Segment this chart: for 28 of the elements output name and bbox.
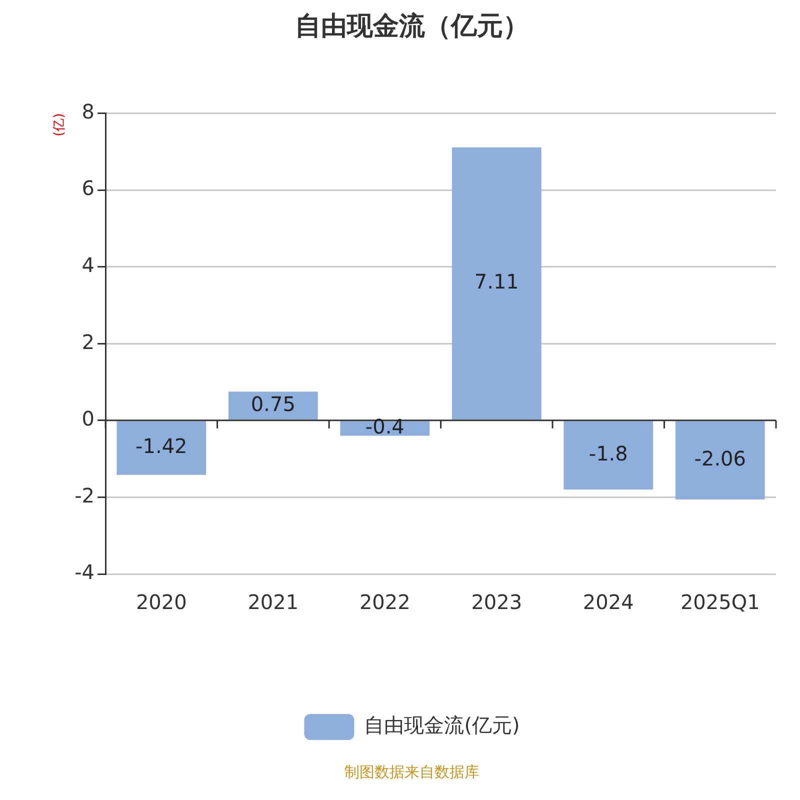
x-tick-label: 2024 [582,590,634,614]
y-tick-label: 8 [82,99,95,124]
bar [116,421,206,475]
data-label: -0.4 [365,414,404,439]
data-label: 0.75 [250,392,296,416]
data-label: -1.8 [588,442,628,466]
y-tick-label: 0 [82,406,95,431]
bar [564,421,654,490]
x-tick-label: 2020 [136,590,187,614]
x-tick-label: 2021 [248,590,299,614]
x-tick-label: 2022 [359,590,410,614]
data-label: 7.11 [474,270,519,294]
y-axis-title: (亿) [52,113,68,136]
bar [675,421,765,500]
bar [452,147,542,420]
chart-title: 自由现金流（亿元） [295,11,529,42]
text: 制图数据来自数据库 [344,762,480,781]
legend-label: 自由现金流(亿元) [364,713,520,738]
y-tick-label: 2 [82,330,95,354]
x-tick-label: 2023 [471,590,522,614]
data-label: -1.42 [136,434,188,458]
x-tick-label: 2025Q1 [680,590,760,614]
y-tick-label: -2 [74,483,95,508]
data-label: -2.06 [694,446,746,471]
bar [228,392,318,420]
y-tick-label: 6 [82,176,95,200]
y-tick-label: -4 [74,560,95,584]
y-tick-label: 4 [82,253,95,278]
